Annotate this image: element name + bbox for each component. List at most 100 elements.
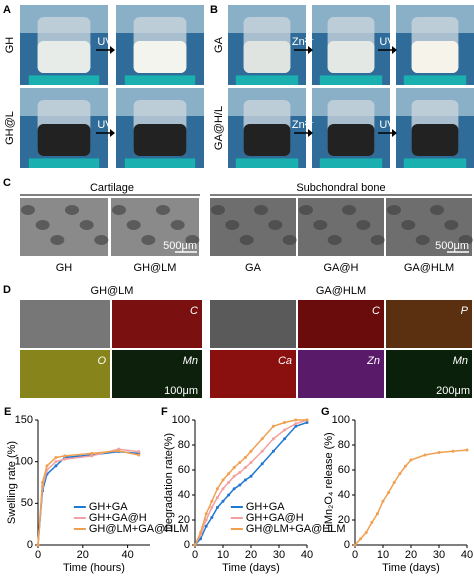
stand (319, 158, 383, 168)
x-tick-label: 40 (121, 549, 133, 561)
vial-content (327, 41, 375, 73)
data-point (117, 449, 121, 453)
pore (356, 220, 371, 230)
data-point (227, 481, 231, 484)
x-tick-label: 10 (217, 549, 229, 561)
vial-content (411, 41, 459, 73)
eds-image (298, 300, 384, 348)
pore (444, 220, 459, 230)
data-point (260, 449, 264, 453)
legend-label: GH+GA@H (246, 512, 304, 524)
pore (313, 220, 328, 230)
y-tick-label: 150 (15, 414, 33, 426)
x-tick-label: 0 (192, 549, 198, 561)
arrow-head (392, 129, 397, 137)
series-line (194, 421, 308, 546)
stand (235, 75, 299, 85)
y-tick-label: 40 (338, 489, 350, 501)
data-point (215, 496, 219, 499)
data-point (243, 466, 247, 469)
data-point (227, 493, 231, 497)
data-point (249, 449, 253, 453)
sample-label: GH@LM (134, 262, 177, 274)
stand (28, 75, 100, 85)
vial-content (327, 124, 375, 156)
channel-label: O (97, 355, 106, 367)
y-tick-label: 0 (27, 539, 33, 551)
sem-image (111, 198, 199, 256)
legend-label: GH@LM+GA@HLM (89, 523, 189, 535)
data-point (221, 499, 225, 503)
data-point (232, 466, 236, 469)
data-point (137, 450, 141, 454)
data-point (370, 521, 374, 524)
sample-label: GA@HLM (404, 262, 454, 274)
pore (79, 220, 94, 230)
pore (239, 235, 254, 245)
data-point (243, 478, 247, 482)
data-point (54, 464, 58, 468)
data-point (283, 421, 287, 424)
eds-image (20, 350, 110, 398)
data-point (238, 461, 242, 464)
data-point (238, 471, 242, 474)
pore (342, 205, 356, 215)
data-point (204, 518, 208, 522)
series-line (37, 450, 139, 546)
eds-image (386, 300, 472, 348)
group-label: Cartilage (90, 182, 134, 194)
pore (50, 235, 65, 245)
data-point (210, 516, 214, 519)
y-tick-label: 100 (332, 414, 350, 426)
data-point (305, 418, 309, 422)
data-point (137, 453, 141, 457)
data-point (193, 543, 197, 547)
legend-label: GH+GA (246, 501, 285, 513)
data-point (90, 451, 94, 455)
x-tick-label: 20 (405, 549, 417, 561)
data-point (387, 491, 391, 494)
data-point (465, 448, 469, 452)
data-point (232, 474, 236, 478)
pore (401, 220, 416, 230)
data-point (63, 457, 67, 461)
y-tick-label: 100 (172, 414, 190, 426)
panel-label: C (3, 177, 11, 189)
y-axis-label: Swelling rate (%) (6, 441, 18, 524)
x-tick-label: 30 (433, 549, 445, 561)
data-point (451, 449, 455, 453)
arrow-label: UV (379, 36, 395, 48)
y-tick-label: 0 (344, 539, 350, 551)
data-point (271, 424, 275, 428)
data-point (249, 474, 253, 478)
panel-label: A (3, 4, 11, 16)
data-point (90, 454, 94, 458)
data-point (359, 537, 363, 541)
data-point (238, 483, 242, 487)
data-point (54, 456, 58, 459)
data-point (294, 418, 298, 422)
data-point (210, 499, 214, 503)
vial-content (37, 41, 91, 73)
arrow-label: UV (97, 36, 113, 48)
pore (170, 220, 185, 230)
y-tick-label: 60 (338, 464, 350, 476)
eds-image (112, 300, 202, 348)
series-line (37, 450, 139, 546)
vial-content (133, 41, 187, 73)
x-axis-label: Time (days) (222, 562, 280, 574)
data-point (409, 458, 413, 462)
series-line (354, 449, 468, 546)
data-point (381, 499, 385, 503)
x-axis-label: Time (hours) (63, 562, 125, 574)
vial-content (37, 124, 91, 156)
data-point (40, 481, 44, 484)
arrow-label: Zn²⁺ (292, 119, 315, 131)
pore (387, 205, 401, 215)
data-point (215, 506, 219, 509)
x-tick-label: 40 (461, 549, 473, 561)
panel-label: G (321, 406, 330, 418)
y-tick-label: 80 (178, 439, 190, 451)
series-line (194, 419, 307, 546)
